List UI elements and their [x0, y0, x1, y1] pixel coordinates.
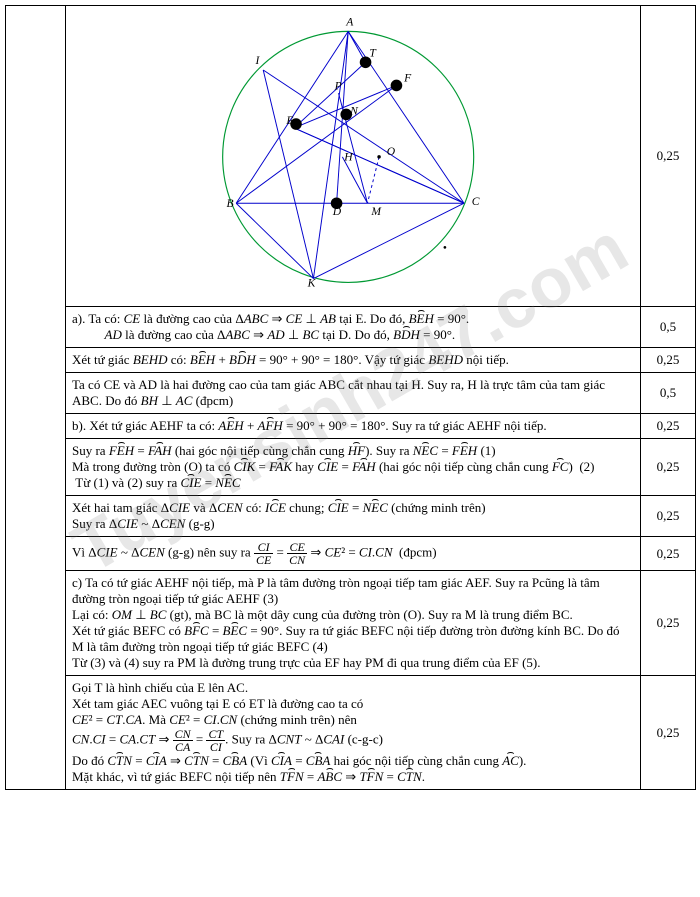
score-cell: 0,25: [641, 571, 696, 676]
svg-text:A: A: [345, 16, 354, 29]
score-cell: 0,5: [641, 373, 696, 414]
svg-text:M: M: [370, 205, 382, 218]
svg-text:D: D: [332, 205, 342, 218]
svg-text:T: T: [369, 46, 377, 59]
content-cell: Ta có CE và AD là hai đường cao của tam …: [66, 373, 641, 414]
solution-table: AITFPNEHOBDMCK•0,25a). Ta có: CE là đườn…: [5, 5, 696, 790]
svg-text:P: P: [334, 79, 342, 92]
svg-text:C: C: [472, 195, 480, 208]
content-cell: Vì ΔCIE ~ ΔCEN (g-g) nên suy ra CICE = C…: [66, 537, 641, 571]
score-cell: 0,25: [641, 6, 696, 307]
table-row: Gọi T là hình chiếu của E lên AC.Xét tam…: [6, 676, 696, 790]
svg-text:•: •: [443, 242, 447, 255]
table-row: Xét hai tam giác ΔCIE và ΔCEN có: ICE ch…: [6, 496, 696, 537]
svg-text:F: F: [403, 72, 412, 85]
score-cell: 0,5: [641, 307, 696, 348]
svg-text:E: E: [285, 114, 293, 127]
content-cell: c) Ta có tứ giác AEHF nội tiếp, mà P là …: [66, 571, 641, 676]
content-cell: Gọi T là hình chiếu của E lên AC.Xét tam…: [66, 676, 641, 790]
content-cell: Xét hai tam giác ΔCIE và ΔCEN có: ICE ch…: [66, 496, 641, 537]
content-cell: a). Ta có: CE là đường cao của ΔABC ⇒ CE…: [66, 307, 641, 348]
score-cell: 0,25: [641, 348, 696, 373]
svg-text:H: H: [343, 151, 353, 164]
svg-text:N: N: [349, 104, 359, 117]
table-row: c) Ta có tứ giác AEHF nội tiếp, mà P là …: [6, 571, 696, 676]
table-row: Ta có CE và AD là hai đường cao của tam …: [6, 373, 696, 414]
content-cell: A I T F PN E H O B D M C K •: [66, 6, 641, 307]
score-cell: 0,25: [641, 439, 696, 496]
table-row: b). Xét tứ giác AEHF ta có: AEH + AFH = …: [6, 414, 696, 439]
left-spacer: [6, 6, 66, 790]
score-cell: 0,25: [641, 537, 696, 571]
table-row: a). Ta có: CE là đường cao của ΔABC ⇒ CE…: [6, 307, 696, 348]
svg-text:B: B: [227, 197, 234, 210]
geometry-diagram: A I T F PN E H O B D M C K •: [213, 14, 493, 294]
content-cell: Xét tứ giác BEHD có: BEH + BDH = 90° + 9…: [66, 348, 641, 373]
score-cell: 0,25: [641, 676, 696, 790]
table-row: Xét tứ giác BEHD có: BEH + BDH = 90° + 9…: [6, 348, 696, 373]
svg-text:I: I: [254, 54, 260, 67]
table-row: A I T F PN E H O B D M C K • 0,25: [6, 6, 696, 307]
svg-text:K: K: [307, 276, 317, 289]
table-row: Suy ra FEH = FAH (hai góc nội tiếp cùng …: [6, 439, 696, 496]
score-cell: 0,25: [641, 414, 696, 439]
svg-text:O: O: [387, 145, 396, 158]
content-cell: Suy ra FEH = FAH (hai góc nội tiếp cùng …: [66, 439, 641, 496]
score-cell: 0,25: [641, 496, 696, 537]
table-row: Vì ΔCIE ~ ΔCEN (g-g) nên suy ra CICE = C…: [6, 537, 696, 571]
